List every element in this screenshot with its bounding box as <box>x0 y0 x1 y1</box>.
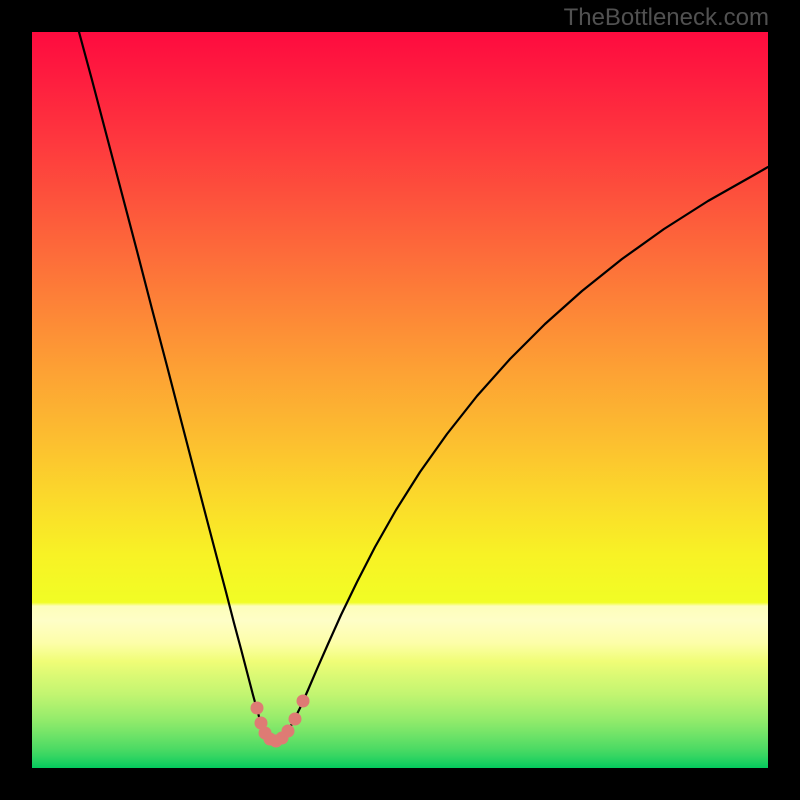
chart-plot-area <box>32 32 768 768</box>
watermark-text: TheBottleneck.com <box>564 4 769 32</box>
curve-marker <box>251 702 264 715</box>
curve-marker <box>297 695 310 708</box>
curve-marker <box>282 725 295 738</box>
curve-marker <box>289 713 302 726</box>
bottleneck-curve <box>79 32 768 741</box>
chart-svg-layer <box>32 32 768 768</box>
